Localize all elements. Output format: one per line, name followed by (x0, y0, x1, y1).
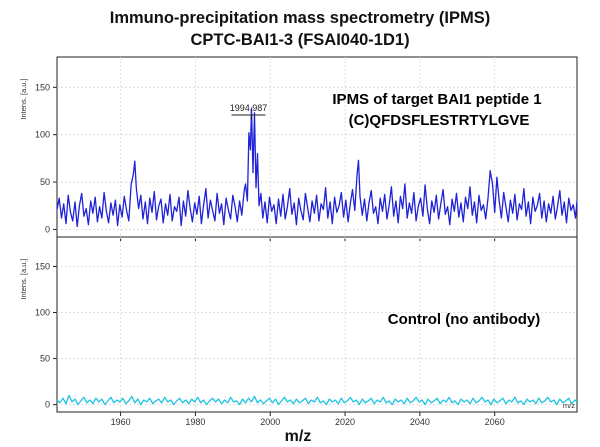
x-axis-label: m/z (285, 428, 312, 445)
y-tick-label: 100 (35, 130, 50, 140)
bottom-panel: 0 50 100 150 1960 1980 2000 2020 2040 2060 Intens.… (19, 236, 578, 427)
x-tick-label: 1960 (111, 417, 131, 427)
spectrum-line-top (56, 107, 578, 228)
y-axis-label: Intens. [a.u.] (19, 258, 28, 299)
x-unit-label: m/z (563, 401, 575, 410)
plot-frame (56, 236, 578, 413)
y-tick-label: 50 (40, 177, 50, 187)
x-tick-label: 2020 (335, 417, 355, 427)
spectrum-line-bottom (56, 394, 578, 406)
y-axis-label: Intens. [a.u.] (19, 78, 28, 119)
peak-label: 1994.987 (230, 103, 268, 113)
plot-frame (56, 56, 578, 238)
y-tick-label: 0 (45, 224, 50, 234)
y-tick-label: 50 (40, 354, 50, 364)
panel-annotation: Control (no antibody) (388, 311, 540, 328)
panel-annotation: IPMS of target BAI1 peptide 1 (332, 91, 541, 108)
y-tick-label: 100 (35, 308, 50, 318)
x-tick-label: 2040 (410, 417, 430, 427)
chart-subtitle: CPTC-BAI1-3 (FSAI040-1D1) (190, 31, 410, 49)
chart-title: Immuno-precipitation mass spectrometry (… (109, 9, 491, 27)
y-tick-label: 150 (35, 261, 50, 271)
x-tick-label: 2060 (485, 417, 505, 427)
y-tick-label: 150 (35, 82, 50, 92)
top-panel: 0 50 100 150 Intens. [a.u.] IPMS of target BA… (19, 56, 578, 241)
panel-annotation: (C)QFDSFLESTRTYLGVE (349, 112, 530, 129)
x-tick-label: 1980 (185, 417, 205, 427)
y-tick-label: 0 (45, 400, 50, 410)
x-tick-label: 2000 (260, 417, 280, 427)
